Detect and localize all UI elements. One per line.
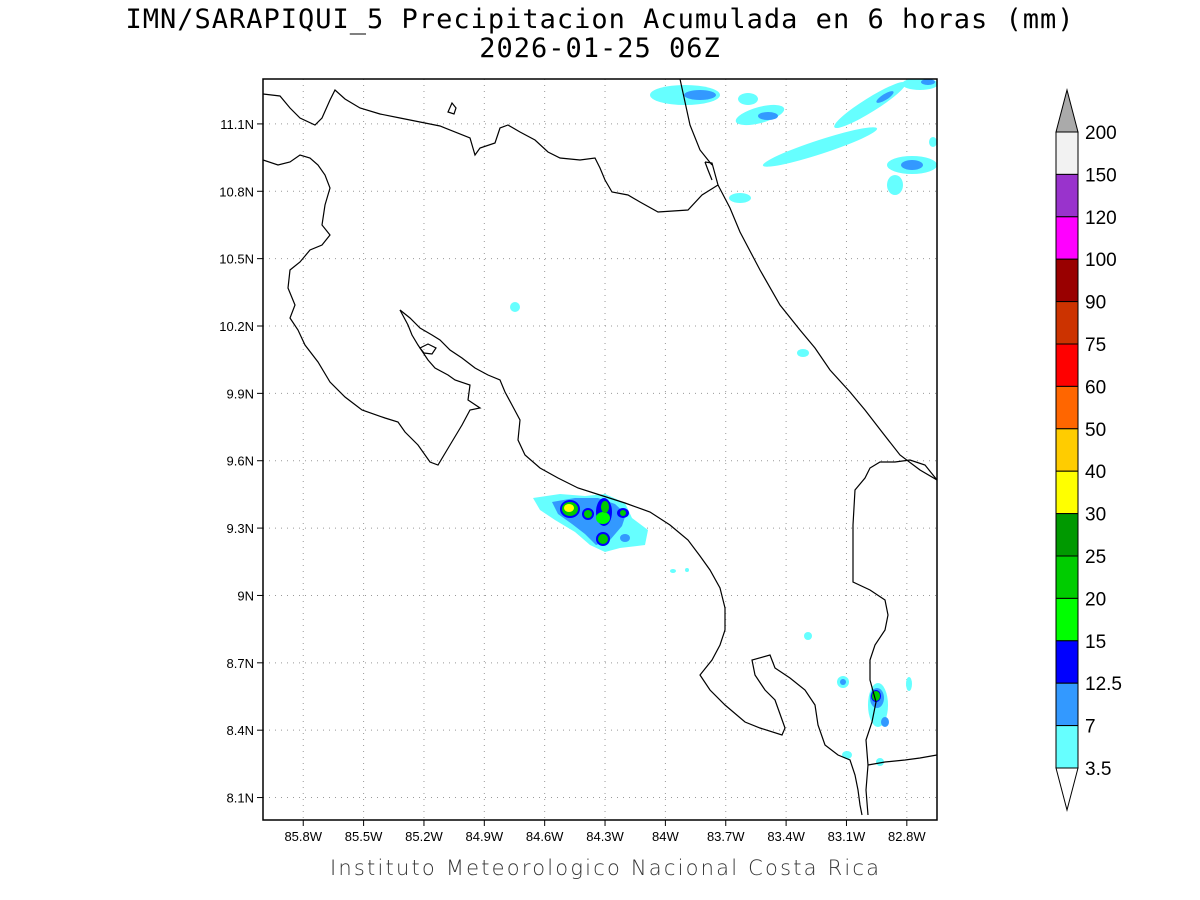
caribbean-coast — [717, 184, 937, 481]
island-outline — [419, 343, 437, 355]
colorbar-label: 7 — [1085, 717, 1096, 738]
colorbar-label: 30 — [1085, 505, 1106, 526]
y-tick-label: 10.8N — [219, 184, 254, 199]
colorbar-label: 150 — [1085, 165, 1117, 186]
y-tick-label: 9.9N — [227, 386, 254, 401]
y-tick-label: 10.5N — [219, 252, 254, 267]
colorbar-swatch — [1055, 725, 1079, 769]
x-axis-ticks: 85.8W 85.5W 85.2W 84.9W 84.6W 84.3W 84W 83.7W 83… — [284, 820, 926, 844]
colorbar-swatch — [1055, 428, 1079, 472]
x-tick-label: 84.6W — [526, 829, 564, 844]
colorbar-label: 50 — [1085, 420, 1106, 441]
map-subtitle-date: 2026-01-25 06Z — [479, 33, 721, 64]
colorbar-swatch — [1055, 131, 1079, 175]
x-tick-label: 83.7W — [707, 829, 745, 844]
y-tick-label: 9N — [237, 588, 254, 603]
nicaragua-coast-north — [679, 79, 713, 166]
colorbar-label: 100 — [1085, 250, 1117, 271]
nicaragua-lake-inlet — [704, 161, 713, 181]
nicaragua-coastline — [263, 89, 719, 213]
gulf-nicoya-coast — [399, 309, 863, 816]
footer-credit: Instituto Meteorologico Nacional Costa R… — [330, 856, 882, 880]
colorbar-over-triangle — [1055, 88, 1079, 133]
colorbar-label: 60 — [1085, 377, 1106, 398]
map-frame — [262, 78, 938, 821]
colorbar-swatch — [1055, 597, 1079, 642]
precip-cluster-north — [510, 79, 937, 357]
colorbar-label: 120 — [1085, 208, 1117, 229]
colorbar: 200 150 120 100 90 75 60 50 40 30 25 20 15 12.5 7 3.5 — [1055, 88, 1122, 812]
colorbar-label: 90 — [1085, 293, 1106, 314]
colorbar-label: 15 — [1085, 632, 1106, 653]
y-tick-label: 8.1N — [227, 791, 254, 806]
colorbar-label: 75 — [1085, 335, 1106, 356]
colorbar-swatch — [1055, 385, 1079, 430]
colorbar-swatch — [1055, 470, 1079, 515]
colorbar-swatch — [1055, 555, 1079, 599]
colorbar-swatch — [1055, 343, 1079, 387]
colorbar-swatch — [1055, 640, 1079, 684]
x-tick-label: 84W — [652, 829, 679, 844]
colorbar-swatch — [1055, 301, 1079, 345]
precipitation-field — [510, 79, 937, 766]
colorbar-label: 25 — [1085, 547, 1106, 568]
y-tick-label: 11.1N — [220, 117, 254, 132]
x-tick-label: 84.9W — [466, 829, 504, 844]
y-tick-label: 9.6N — [227, 454, 254, 469]
colorbar-swatch — [1055, 173, 1079, 218]
precip-cluster-central — [533, 494, 689, 573]
coastlines-borders — [263, 79, 937, 816]
colorbar-swatch — [1055, 216, 1079, 260]
y-axis-ticks: 11.1N 10.8N 10.5N 10.2N 9.9N 9.6N 9.3N 9N 8.7N 8.… — [219, 117, 263, 806]
x-tick-label: 85.2W — [405, 829, 443, 844]
islet-outline — [447, 101, 457, 115]
panama-south-coast — [867, 754, 937, 766]
colorbar-label: 200 — [1085, 123, 1117, 144]
x-tick-label: 83.1W — [828, 829, 866, 844]
colorbar-under-triangle — [1055, 767, 1079, 812]
y-tick-label: 8.4N — [227, 723, 254, 738]
colorbar-label: 12.5 — [1085, 674, 1122, 695]
colorbar-swatch — [1055, 258, 1079, 303]
colorbar-label: 3.5 — [1085, 759, 1111, 780]
x-tick-label: 85.5W — [345, 829, 383, 844]
y-tick-label: 10.2N — [219, 319, 254, 334]
x-tick-label: 85.8W — [284, 829, 322, 844]
pacific-coast-guanacaste — [263, 154, 482, 466]
panama-border — [852, 459, 937, 816]
x-tick-label: 82.8W — [888, 829, 926, 844]
colorbar-swatch — [1055, 513, 1079, 557]
colorbar-swatch — [1055, 682, 1079, 727]
y-tick-label: 8.7N — [227, 656, 254, 671]
colorbar-label: 20 — [1085, 589, 1106, 610]
map-background — [263, 79, 937, 820]
x-tick-label: 83.4W — [767, 829, 805, 844]
colorbar-label: 40 — [1085, 462, 1106, 483]
y-tick-label: 9.3N — [227, 521, 254, 536]
map-title: IMN/SARAPIQUI_5 Precipitacion Acumulada … — [125, 4, 1075, 35]
x-tick-label: 84.3W — [586, 829, 624, 844]
